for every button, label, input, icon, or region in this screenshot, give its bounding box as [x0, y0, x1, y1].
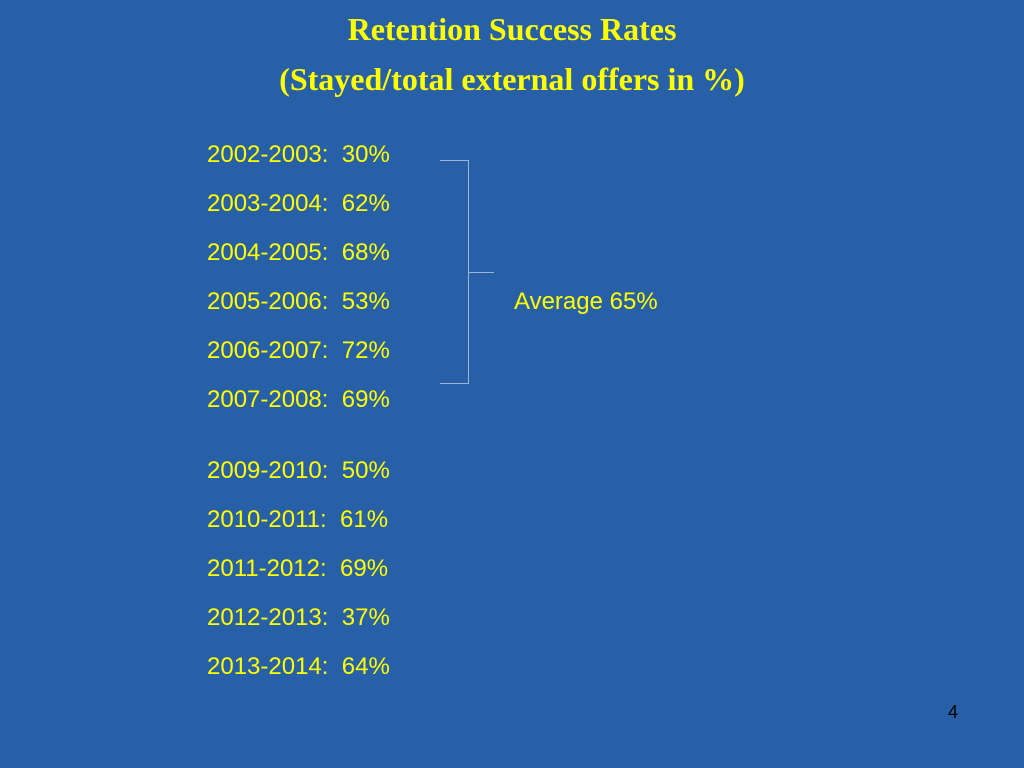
- retention-rate-row: 2013-2014: 64%: [207, 653, 390, 680]
- retention-rate-row: 2005-2006: 53%: [207, 288, 390, 315]
- retention-rate-row: 2002-2003: 30%: [207, 141, 390, 168]
- retention-rate-row: 2007-2008: 69%: [207, 386, 390, 413]
- retention-rate-row: 2004-2005: 68%: [207, 239, 390, 266]
- slide-subtitle: (Stayed/total external offers in %): [279, 61, 745, 97]
- retention-rate-row: 2011-2012: 69%: [207, 555, 389, 582]
- slide-title: Retention Success Rates: [347, 11, 677, 47]
- retention-rate-row: 2009-2010: 50%: [207, 457, 390, 484]
- retention-rate-row: 2003-2004: 62%: [207, 190, 390, 217]
- retention-rate-row: 2010-2011: 61%: [207, 506, 389, 533]
- average-bracket-tick: [468, 272, 494, 273]
- average-label: Average 65%: [514, 288, 658, 315]
- page-number: 4: [948, 702, 959, 722]
- average-bracket: [440, 160, 469, 384]
- retention-rate-row: 2006-2007: 72%: [207, 337, 390, 364]
- retention-rate-row: 2012-2013: 37%: [207, 604, 390, 631]
